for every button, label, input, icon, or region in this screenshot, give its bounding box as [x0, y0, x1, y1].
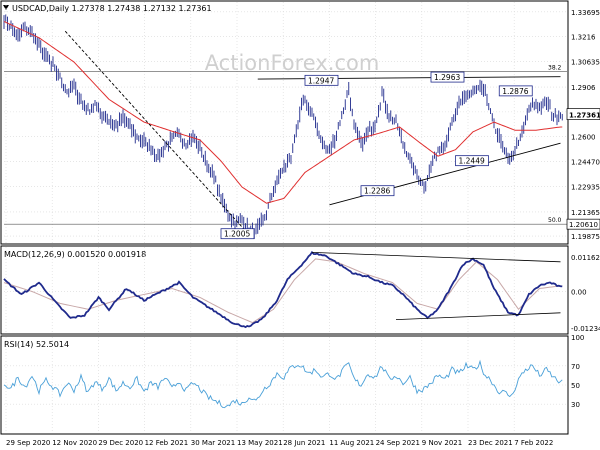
rsi-tick-label: 30 [571, 401, 580, 409]
rsi-header-text: RSI(14) 52.5014 [4, 340, 69, 349]
price-annotation-label: 1.2286 [364, 187, 390, 196]
price-panel-frame [0, 0, 569, 245]
x-tick-label: 13 May 2021 [237, 439, 283, 447]
rsi-panel-frame [0, 335, 569, 435]
price-tick-label: 1.22935 [571, 183, 600, 191]
x-tick-label: 24 Sep 2021 [376, 439, 420, 447]
price-header-text: USDCAD,Daily 1.27378 1.27438 1.27132 1.2… [12, 4, 212, 13]
price-annotation-box [220, 228, 255, 240]
price-annotation-box [360, 185, 395, 197]
current-price-label: 1.27361 [569, 112, 600, 120]
price-annotation-label: 1.2963 [434, 73, 460, 82]
rsi-tick-label: 70 [571, 363, 580, 371]
price-annotation-box [304, 74, 339, 86]
x-tick-label: 12 Feb 2021 [145, 439, 189, 447]
macd-layer [3, 250, 563, 329]
macd-upper-trendline [311, 251, 561, 263]
price-tick-label: 1.19875 [571, 233, 600, 241]
price-tick-label: 1.2906 [571, 84, 596, 92]
collapse-triangle-icon [3, 5, 9, 10]
macd-tick-label: 0.011629 [571, 254, 600, 262]
price-tick-label: 1.3216 [571, 34, 596, 42]
macd-signal-line [3, 258, 563, 324]
macd-line [3, 250, 563, 329]
macd-tick-label: 0.00 [571, 288, 587, 296]
price-tick-label: 1.2600 [571, 134, 596, 142]
price-tick-label: 1.33695 [571, 9, 600, 17]
x-tick-label: 28 Jun 2021 [283, 439, 325, 447]
axis-layer: 29 Sep 2020 12 Nov 2020 29 Dec 2020 12 Feb … [6, 9, 600, 447]
rsi-tick-label: 50 [571, 382, 580, 390]
price-tick-label: 1.30635 [571, 58, 600, 66]
price-annotation-box [455, 155, 489, 167]
macd-lower-trendline [395, 312, 561, 321]
macd-header-text: MACD(12,26,9) 0.001520 0.001918 [4, 250, 146, 259]
x-tick-label: 29 Dec 2020 [98, 439, 143, 447]
price-layer: 38.2 50.0 1.2947 1.2963 1.2876 1.2286 1.2449 1.… [3, 14, 567, 240]
price-annotation-label: 1.2005 [224, 230, 250, 239]
current-price-box [566, 108, 600, 120]
macd-tick-label: -0.012348 [571, 325, 600, 333]
x-tick-label: 30 Mar 2021 [191, 439, 235, 447]
fib-label: 38.2 [548, 64, 562, 71]
x-tick-label: 23 Dec 2021 [468, 439, 513, 447]
price-annotation-box [498, 85, 533, 97]
x-tick-label: 12 Nov 2020 [52, 439, 97, 447]
price-annotation-label: 1.2876 [502, 87, 528, 96]
fib-price-label: 1.20610 [569, 221, 598, 229]
price-annotation-label: 1.2947 [308, 76, 334, 85]
rsi-line [3, 359, 563, 409]
price-annotation-label: 1.2449 [459, 157, 485, 166]
x-tick-label: 9 Nov 2021 [422, 439, 462, 447]
fib-price-box [566, 218, 600, 230]
price-annotation-box [430, 71, 465, 83]
rsi-tick-label: 100 [571, 334, 584, 342]
price-tick-label: 1.24470 [571, 159, 600, 167]
fib-label: 50.0 [548, 217, 562, 224]
price-tick-label: 1.21365 [571, 209, 600, 217]
price-header: USDCAD,Daily 1.27378 1.27438 1.27132 1.2… [3, 4, 212, 13]
rsi-layer [3, 359, 563, 409]
x-tick-label: 11 Aug 2021 [329, 439, 374, 447]
x-tick-label: 29 Sep 2020 [6, 439, 50, 447]
ema-line [3, 21, 563, 204]
x-tick-label: 7 Feb 2022 [514, 439, 553, 447]
macd-panel-frame [0, 245, 569, 335]
